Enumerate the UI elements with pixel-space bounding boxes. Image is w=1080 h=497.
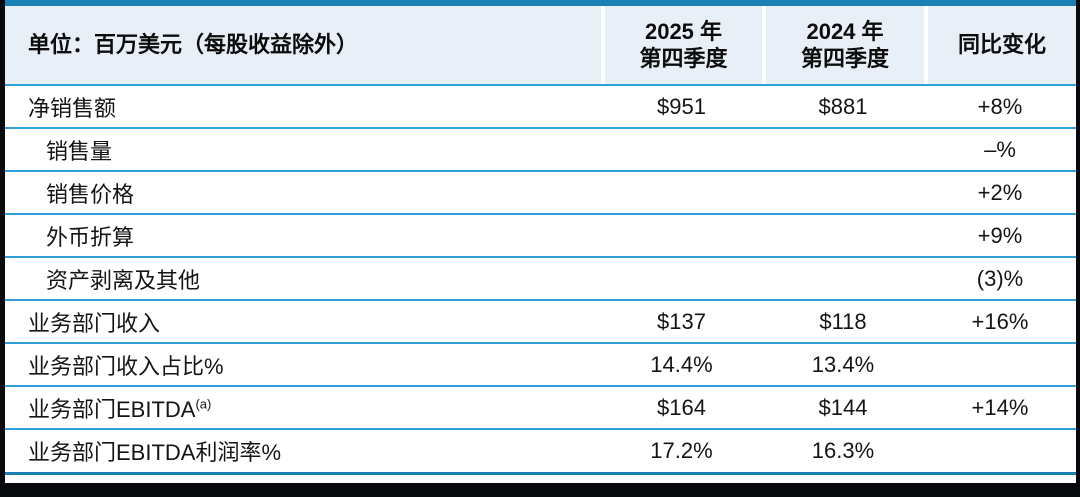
row-label-text: 资产剥离及其他 — [46, 267, 201, 293]
cell-q4-2025: 14.4% — [650, 351, 713, 377]
row-label: 业务部门EBITDA(a) — [5, 392, 601, 424]
header-2025-line2: 第四季度 — [639, 46, 728, 71]
top-accent-bar — [5, 0, 1076, 6]
header-col-2024: 2024 年 第四季度 — [762, 6, 924, 84]
row-label: 外币折算 — [5, 220, 601, 252]
header-col-2025: 2025 年 第四季度 — [601, 6, 762, 84]
table-row: 销售量 –% — [5, 129, 1076, 172]
header-col-yoy: 同比变化 — [924, 6, 1076, 84]
cell-yoy-change: +14% — [971, 394, 1029, 420]
header-yoy-text: 同比变化 — [957, 32, 1046, 58]
row-label-text: 外币折算 — [46, 224, 135, 250]
row-label: 销售价格 — [5, 177, 601, 209]
row-label-text: 销售价格 — [46, 181, 135, 207]
cell-yoy-change: –% — [984, 136, 1016, 162]
table-header-row: 单位：百万美元（每股收益除外） 2025 年 第四季度 2024 年 第四季度 … — [5, 6, 1076, 86]
table-row: 净销售额 $951 $881 +8% — [5, 86, 1076, 129]
cell-q4-2024: $144 — [818, 394, 868, 420]
cell-yoy-change: +16% — [971, 308, 1029, 334]
cell-yoy-change: +2% — [977, 179, 1023, 205]
cell-q4-2025: $951 — [657, 93, 706, 119]
cell-q4-2025: $137 — [657, 308, 706, 334]
header-2024-line1: 2024 年 — [806, 18, 884, 44]
table-row: 业务部门收入 $137 $118 +16% — [5, 301, 1076, 344]
row-label-text: 业务部门收入 — [28, 310, 161, 336]
row-label-text: 业务部门EBITDA利润率% — [28, 440, 282, 465]
cell-q4-2024: 16.3% — [811, 438, 875, 463]
footnote-marker: (a) — [195, 396, 212, 412]
row-label: 业务部门收入 — [5, 306, 601, 338]
row-label: 销售量 — [5, 134, 601, 166]
row-label-text: 销售量 — [46, 138, 113, 164]
table-body: 净销售额 $951 $881 +8% 销售量 –% 销售价格 +2% 外币折算 … — [5, 86, 1076, 475]
cell-yoy-change: (3)% — [976, 265, 1024, 291]
unit-label-text: 单位：百万美元（每股收益除外） — [28, 32, 359, 58]
row-label: 资产剥离及其他 — [5, 263, 601, 295]
table-row: 销售价格 +2% — [5, 172, 1076, 215]
row-label-text: 业务部门收入占比% — [28, 353, 224, 379]
cell-q4-2025: 17.2% — [650, 438, 713, 463]
header-unit-label: 单位：百万美元（每股收益除外） — [5, 6, 601, 84]
cell-q4-2025: $164 — [657, 394, 706, 420]
cell-q4-2024: 13.4% — [811, 351, 875, 377]
row-label: 业务部门收入占比% — [5, 349, 601, 381]
cell-q4-2024: $118 — [819, 308, 867, 334]
header-2025-line1: 2025 年 — [644, 18, 723, 44]
row-label-text: 业务部门EBITDA — [28, 396, 196, 422]
cell-yoy-change: +9% — [977, 222, 1023, 248]
table-row: 资产剥离及其他 (3)% — [5, 258, 1076, 301]
cell-yoy-change: +8% — [977, 93, 1023, 119]
table-row: 业务部门EBITDA(a) $164 $144 +14% — [5, 387, 1076, 430]
header-2024-line2: 第四季度 — [800, 46, 889, 71]
table-row: 外币折算 +9% — [5, 215, 1076, 258]
financial-table-card: 单位：百万美元（每股收益除外） 2025 年 第四季度 2024 年 第四季度 … — [5, 0, 1076, 483]
row-label: 净销售额 — [5, 91, 601, 123]
row-label: 业务部门EBITDA利润率% — [5, 435, 601, 467]
cell-q4-2024: $881 — [818, 93, 868, 119]
table-row: 业务部门EBITDA利润率% 17.2% 16.3% — [5, 430, 1076, 475]
table-row: 业务部门收入占比% 14.4% 13.4% — [5, 344, 1076, 387]
row-label-text: 净销售额 — [28, 95, 117, 121]
